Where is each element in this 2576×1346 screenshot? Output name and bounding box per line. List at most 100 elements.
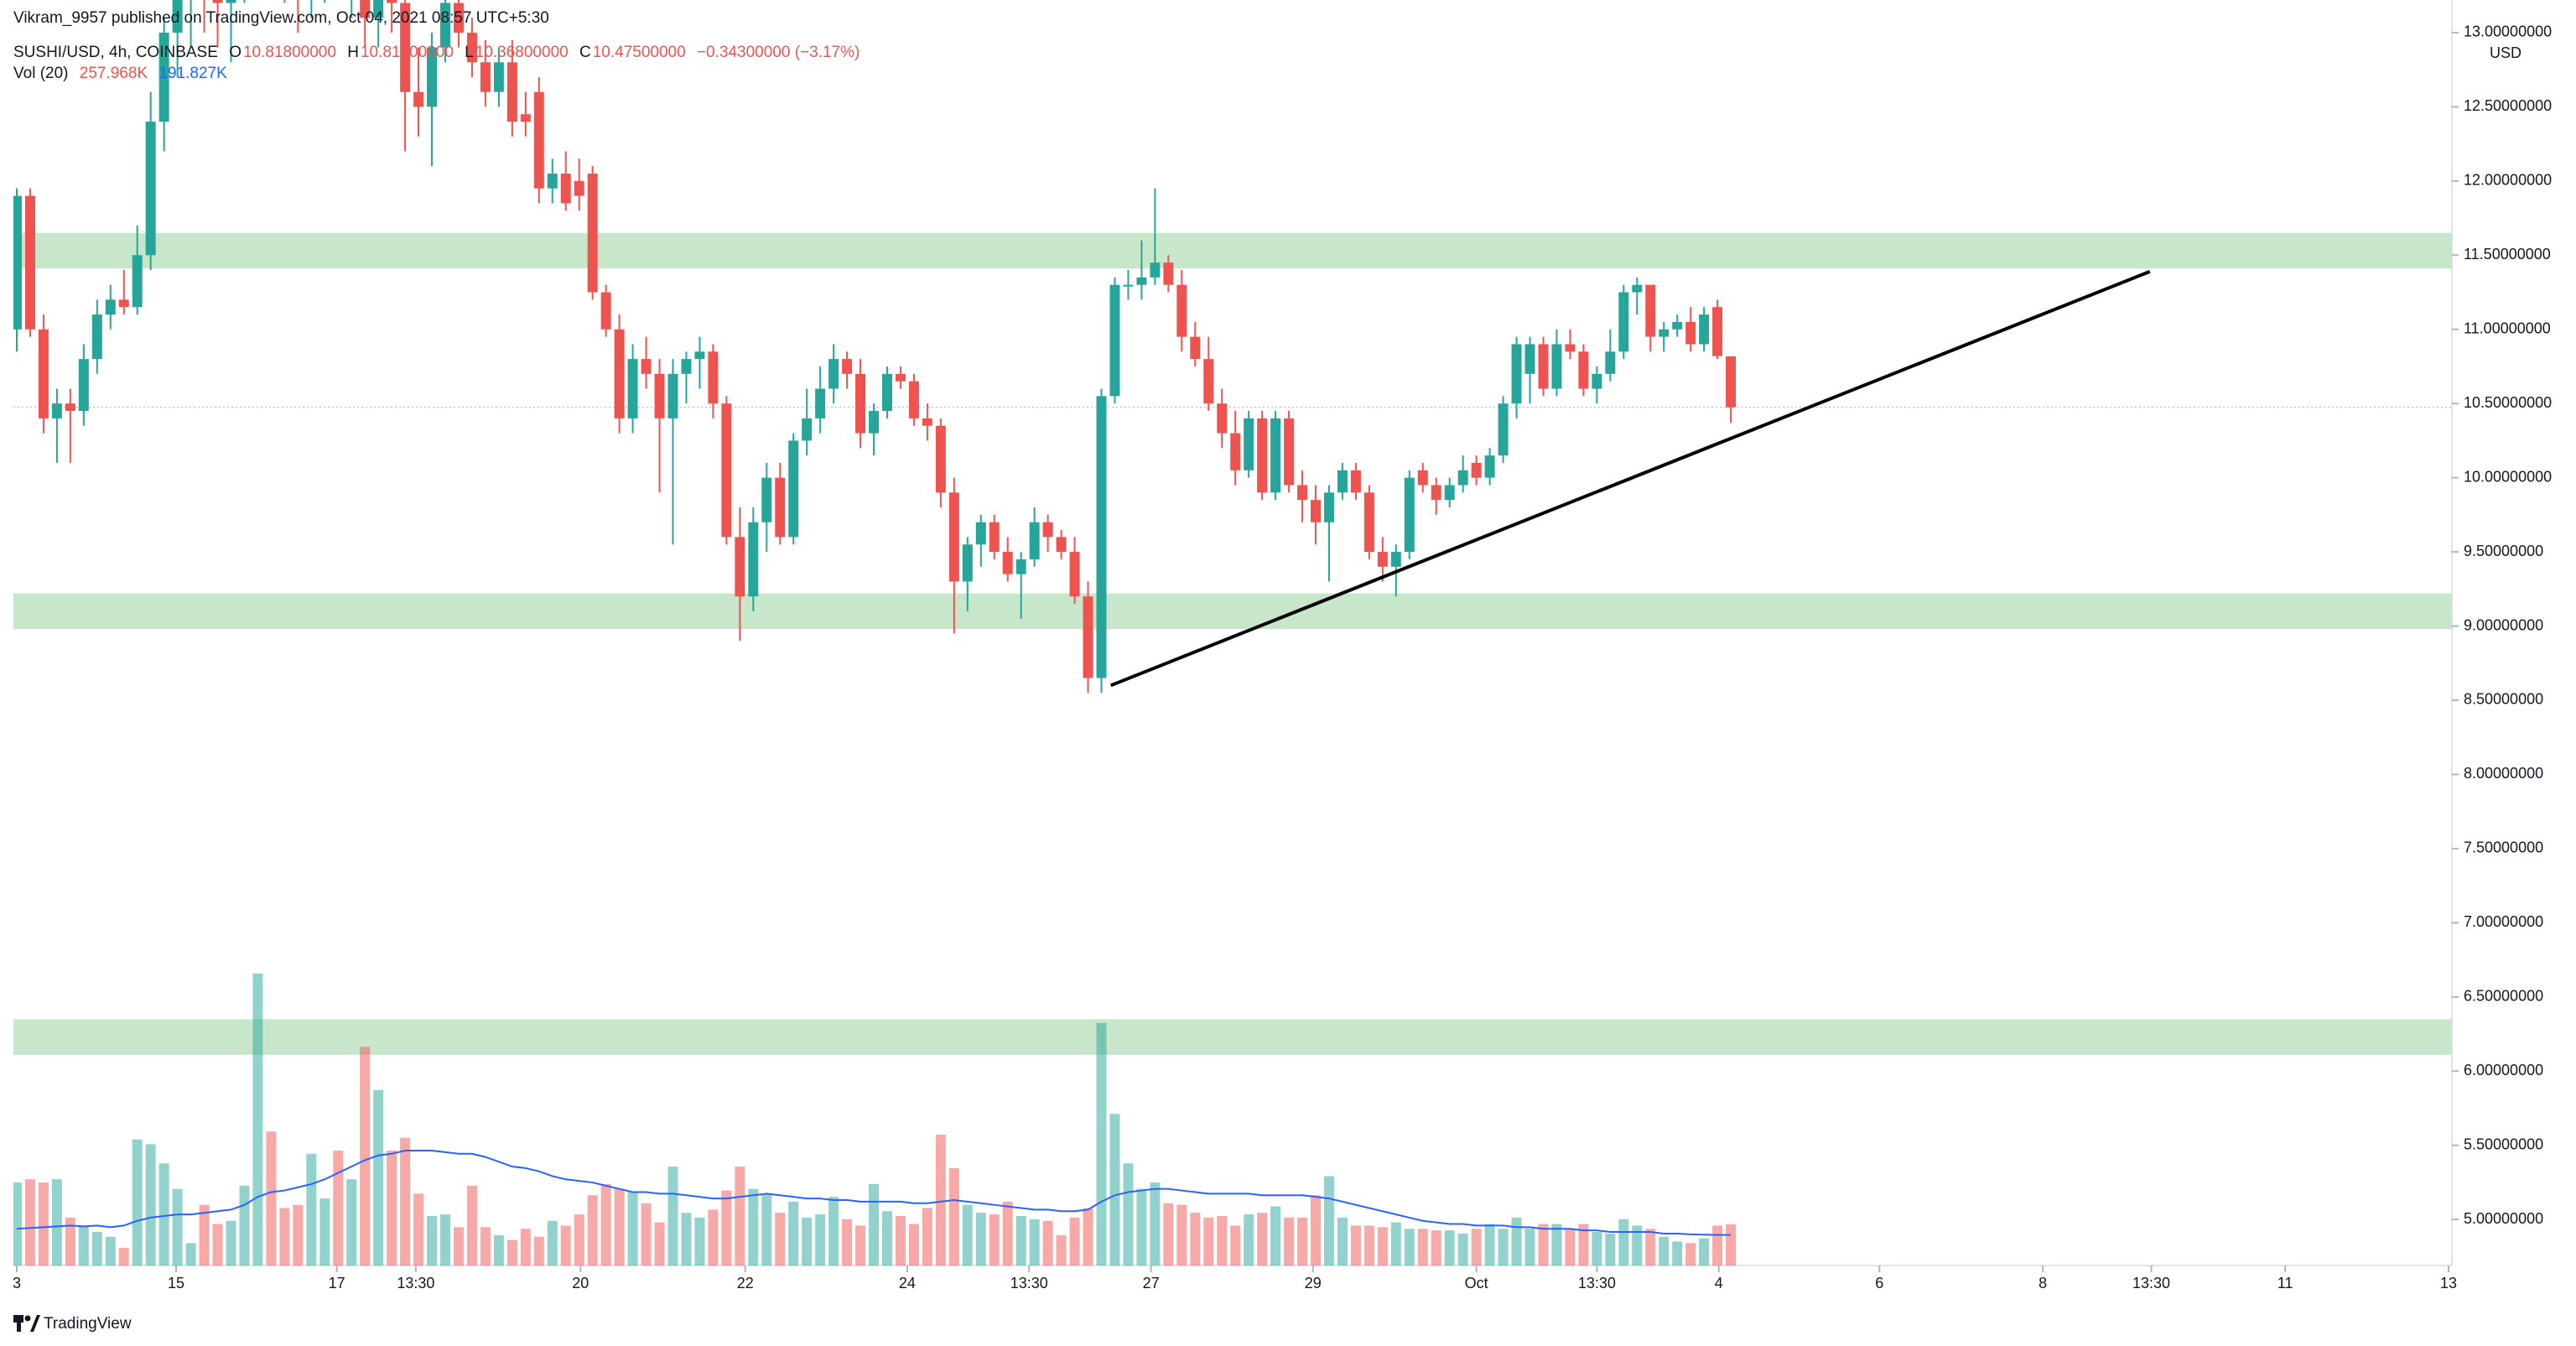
x-tick-label: 11 (2277, 1275, 2293, 1291)
volume-bar (1551, 1224, 1562, 1265)
support-resistance-zone (13, 593, 2452, 630)
y-tick-label: 5.50000000 (2464, 1136, 2543, 1152)
volume-bar (252, 973, 263, 1265)
x-tick-label: 17 (329, 1275, 345, 1291)
candle-body (1524, 344, 1535, 374)
candle-body (908, 381, 919, 418)
candle-body (1390, 552, 1401, 567)
volume-bar (158, 1163, 169, 1265)
candle-body (1096, 396, 1107, 678)
volume-bar (1136, 1188, 1147, 1265)
volume-bar (279, 1208, 290, 1265)
candle-body (587, 173, 598, 293)
volume-bar (1712, 1225, 1723, 1265)
candle-body (172, 0, 183, 33)
volume-bar (1056, 1234, 1067, 1265)
candle-body (721, 403, 732, 538)
x-tick-label: 27 (1143, 1275, 1160, 1291)
volume-bar (1726, 1224, 1737, 1265)
volume-bar (1457, 1233, 1468, 1265)
volume-bar (1190, 1213, 1201, 1265)
candle-body (962, 544, 973, 582)
close-label: C (579, 44, 591, 61)
candle-body (1002, 552, 1013, 574)
x-tick-label: 8 (2038, 1275, 2047, 1291)
candle-body (1726, 356, 1737, 408)
volume-bar (855, 1225, 866, 1265)
volume-bar (681, 1213, 692, 1265)
volume-bar (1109, 1114, 1120, 1265)
volume-bar (1404, 1229, 1415, 1265)
open-value: 10.81800000 (242, 44, 336, 61)
volume-bar (1699, 1238, 1710, 1265)
volume-bar (1297, 1217, 1308, 1265)
axes: 13.00000000 12.50000000 12.00000000 11.5000… (13, 23, 2552, 1291)
candle-body (948, 492, 959, 582)
volume-bar (1645, 1229, 1656, 1265)
volume-bar (306, 1153, 317, 1265)
candle-body (935, 425, 946, 493)
volume-bar (38, 1182, 49, 1265)
candle-body (1498, 403, 1509, 456)
x-tick-label: 4 (1715, 1275, 1723, 1291)
x-tick-label: 3 (13, 1275, 21, 1291)
candle-body (453, 3, 464, 33)
candle-body (400, 3, 411, 92)
candle-body (1551, 344, 1562, 389)
volume-bar (1230, 1225, 1241, 1265)
candle-body (1484, 455, 1495, 478)
candle-body (1578, 351, 1589, 389)
y-tick-label: 12.00000000 (2464, 172, 2552, 189)
x-tick-label: 24 (899, 1275, 916, 1291)
volume-bar (1176, 1204, 1187, 1265)
candle-body (775, 477, 786, 538)
candle-body (681, 359, 692, 374)
candle-body (427, 47, 438, 107)
volume-bar (172, 1188, 183, 1265)
volume-bar (1150, 1182, 1161, 1265)
candle-body (1363, 492, 1374, 553)
candle-body (560, 173, 571, 204)
volume-bar (641, 1203, 652, 1265)
y-tick-label: 10.00000000 (2464, 468, 2552, 485)
volume-bar (574, 1214, 584, 1265)
x-tick-label: 13:30 (2132, 1275, 2170, 1291)
candle-body (922, 418, 932, 426)
volume-bar (975, 1213, 986, 1265)
volume-bar (627, 1192, 638, 1265)
y-tick-label: 5.00000000 (2464, 1210, 2543, 1227)
trendline (1109, 269, 2151, 688)
x-tick-label: 22 (737, 1275, 754, 1291)
candle-body (855, 373, 866, 434)
volume-bar (1618, 1219, 1629, 1265)
volume-bar (453, 1227, 464, 1265)
volume-bar (614, 1188, 625, 1265)
close-value: 10.47500000 (592, 44, 686, 61)
volume-ma-value: 191.827K (158, 65, 227, 82)
candle-body (828, 359, 839, 389)
footer-brand: TradingView (44, 1315, 132, 1333)
volume-bar (908, 1224, 919, 1265)
volume-bar (1484, 1224, 1495, 1265)
y-tick-label: 6.50000000 (2464, 988, 2543, 1005)
candle-body (1284, 418, 1295, 486)
volume-bar (1565, 1229, 1576, 1265)
low-value: 10.36800000 (475, 44, 569, 61)
volume-bar (654, 1222, 665, 1265)
candle-body (506, 62, 517, 122)
volume-legend: Vol (20) 257.968K 191.827K (13, 64, 234, 84)
volume-bar (1284, 1217, 1295, 1265)
volume-label: Vol (20) (13, 65, 69, 82)
candle-body (1150, 262, 1161, 278)
candle-body (1337, 470, 1348, 493)
volume-bar (962, 1204, 973, 1265)
volume-bar (373, 1089, 384, 1265)
volume-bar (493, 1234, 504, 1265)
volume-bar (239, 1185, 250, 1265)
candle-body (989, 522, 1000, 553)
candle-body (1270, 418, 1281, 493)
volume-bar (1471, 1229, 1482, 1265)
volume-bar (948, 1167, 959, 1265)
volume-bar (520, 1229, 531, 1265)
